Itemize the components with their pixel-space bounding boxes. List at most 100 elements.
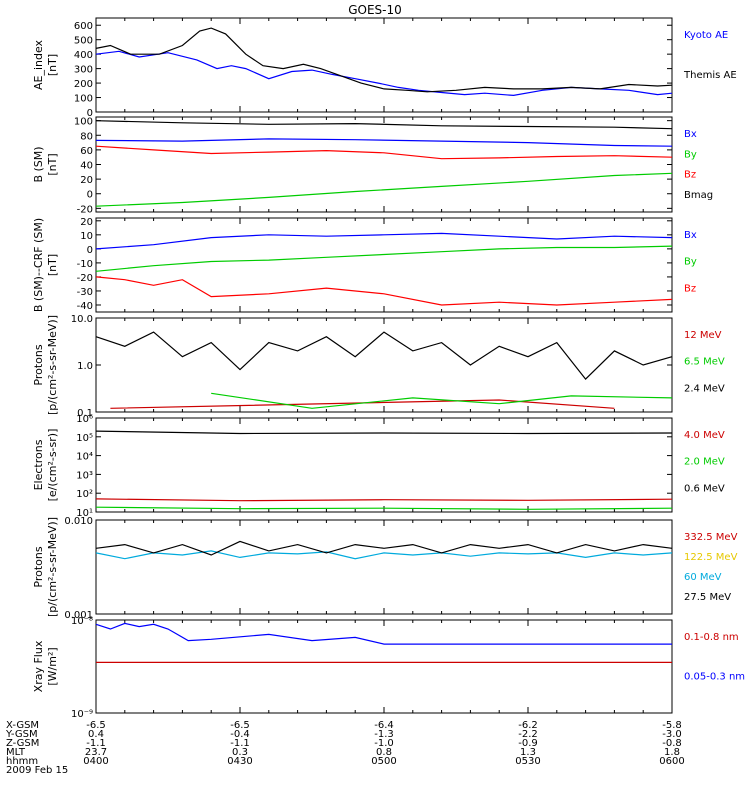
series-line-bx <box>95 138 673 147</box>
y-tick-label: -20 <box>77 204 93 215</box>
series-line-themis-ae <box>95 27 673 93</box>
y-tick-label: 60 <box>80 146 93 157</box>
y-tick-label: 500 <box>74 36 93 47</box>
y-tick-label: 20 <box>80 217 93 228</box>
y-axis-unit: [nT] <box>46 254 59 276</box>
y-tick-label: 10⁻⁹ <box>71 709 93 720</box>
ephemeris-cell: -3.0 <box>662 729 682 740</box>
y-tick-label: 10⁵ <box>76 433 93 444</box>
panel-1: -20 0 20 40 60 80 100 B (SM) [nT] Bx By Bz Bmag <box>32 116 713 215</box>
legend-label: Bz <box>684 170 696 181</box>
ephemeris-cell: 0530 <box>515 756 540 767</box>
ephemeris-cell: 0430 <box>227 756 252 767</box>
legend-label: Bmag <box>684 190 713 201</box>
series-line-bx <box>95 232 673 250</box>
legend-label: 0.05-0.3 nm <box>684 672 745 683</box>
y-tick-label: 100 <box>74 94 93 105</box>
y-tick-label: 20 <box>80 175 93 186</box>
panel-frame <box>95 17 673 113</box>
ephemeris-cell: -0.9 <box>518 738 538 749</box>
y-tick-label: 300 <box>74 65 93 76</box>
y-axis-unit: [W/m²] <box>46 647 59 685</box>
y-tick-label: 10³ <box>76 470 93 481</box>
ephemeris-row-label: Y-GSM <box>5 729 38 740</box>
series-line-0-05-0-3-nm <box>95 622 672 645</box>
y-axis-label: Protons <box>32 546 45 587</box>
series-line-bmag <box>95 120 673 130</box>
panel-frame <box>95 217 673 313</box>
legend-label: 0.1-0.8 nm <box>684 632 739 643</box>
panel-2: -40 -30 -20 -10 0 10 20 B (SM)--CRF (SM) [nT] Bx B… <box>32 217 697 313</box>
ephemeris-cell: -1.1 <box>230 738 250 749</box>
y-axis-unit: [e/(cm²-s-sr)] <box>46 429 59 502</box>
legend-label: 122.5 MeV <box>684 552 738 563</box>
y-axis-label: AE_index <box>32 39 45 90</box>
series-line-bz <box>95 145 673 160</box>
panel-frame <box>95 519 673 615</box>
legend-label: 332.5 MeV <box>684 532 738 543</box>
panel-3: 0.1 1.0 10.0 Protons [p/(cm²-s-sr-MeV)] 12 Me… <box>32 314 725 419</box>
ephemeris-cell: -5.8 <box>662 720 682 731</box>
y-tick-label: 0.001 <box>64 610 93 621</box>
ephemeris-cell: -6.5 <box>230 720 250 731</box>
ephemeris-table: X-GSM -6.5 -6.5 -6.4 -6.2 -5.8Y-GSM 0.4 -0.4 -1.… <box>5 720 685 776</box>
series-line-6-5-mev <box>211 392 673 409</box>
ephemeris-cell: -1.3 <box>374 729 394 740</box>
y-axis-label: Protons <box>32 344 45 385</box>
y-tick-label: 0.010 <box>64 516 93 527</box>
series-line-27-5-mev <box>95 540 673 556</box>
y-axis-unit: [p/(cm²-s-sr-MeV)] <box>46 517 59 617</box>
ephemeris-row-label: hhmm <box>6 756 38 767</box>
legend-label: 0.6 MeV <box>684 483 725 494</box>
ephemeris-row-label: Z-GSM <box>6 738 39 749</box>
legend-label: Bz <box>684 283 696 294</box>
legend-label: 27.5 MeV <box>684 592 731 603</box>
legend-label: 12 MeV <box>684 330 722 341</box>
ephemeris-cell: 23.7 <box>85 747 107 758</box>
panel-5: 0.001 0.010 Protons [p/(cm²-s-sr-MeV)] 332.5… <box>32 516 738 621</box>
series-line-12-mev <box>110 399 615 409</box>
legend-label: 60 MeV <box>684 572 722 583</box>
y-tick-label: 10² <box>76 489 93 500</box>
panel-4: 10¹ 10² 10³ 10⁴ 10⁵ 10⁶ Electrons [e/(cm²-s-sr)… <box>32 414 725 519</box>
y-tick-label: -20 <box>77 273 93 284</box>
y-tick-label: -30 <box>77 287 93 298</box>
y-tick-label: 10.0 <box>71 314 93 325</box>
ephemeris-cell: 0.3 <box>232 747 248 758</box>
y-tick-label: 0 <box>87 190 93 201</box>
legend-label: By <box>684 149 697 160</box>
y-tick-label: 1.0 <box>77 361 93 372</box>
ephemeris-row-label: MLT <box>6 747 26 758</box>
series-line-2-0-mev <box>95 506 673 510</box>
y-tick-label: 10¹ <box>76 508 93 519</box>
series-line-bz <box>95 276 673 306</box>
y-tick-label: 40 <box>80 161 93 172</box>
y-axis-label: Xray Flux <box>32 640 45 692</box>
legend-label: Bx <box>684 129 697 140</box>
y-tick-label: 80 <box>80 131 93 142</box>
y-tick-label: 100 <box>74 117 93 128</box>
y-tick-label: 10 <box>80 231 93 242</box>
y-axis-label: B (SM)--CRF (SM) <box>32 218 45 312</box>
y-axis-unit: [nT] <box>46 54 59 76</box>
legend-label: 2.0 MeV <box>684 457 725 468</box>
figure-title: GOES-10 <box>348 3 402 17</box>
legend-label: Kyoto AE <box>684 30 728 41</box>
ephemeris-cell: -6.5 <box>86 720 106 731</box>
y-axis-label: B (SM) <box>32 146 45 182</box>
ephemeris-cell: -0.8 <box>662 738 682 749</box>
y-axis-unit: [nT] <box>46 153 59 175</box>
series-line-by <box>95 172 673 207</box>
panel-0: 0 100 200 300 400 500 600 AE_index [nT] Kyoto AE T… <box>32 17 737 119</box>
series-line-0-6-mev <box>95 430 673 435</box>
y-tick-label: 0 <box>87 108 93 119</box>
series-line-2-4-mev <box>95 331 673 380</box>
y-axis-label: Electrons <box>32 439 45 490</box>
y-axis-unit: [p/(cm²-s-sr-MeV)] <box>46 315 59 415</box>
ephemeris-cell: -1.0 <box>374 738 394 749</box>
legend-label: By <box>684 257 697 268</box>
y-tick-label: 200 <box>74 79 93 90</box>
y-tick-label: 10⁴ <box>76 452 93 463</box>
